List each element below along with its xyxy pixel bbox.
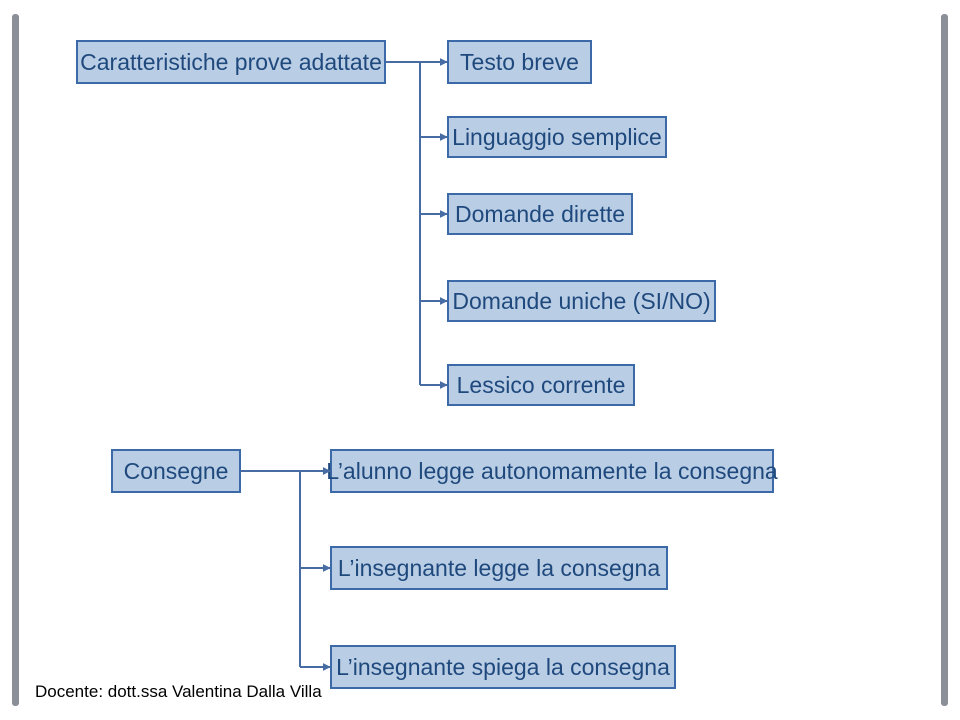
connectors-svg <box>0 0 960 720</box>
footer-text: Docente: dott.ssa Valentina Dalla Villa <box>35 682 322 702</box>
